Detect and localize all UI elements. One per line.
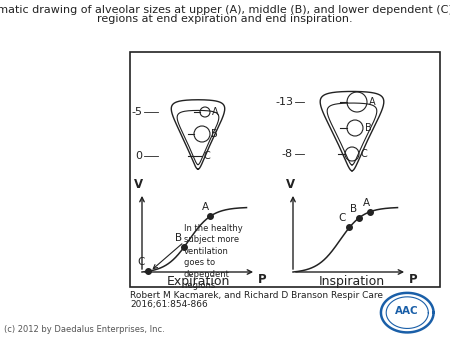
Text: A: A [202,202,210,213]
Text: P: P [258,273,266,286]
Text: C: C [360,149,367,159]
Text: 0: 0 [135,151,142,161]
Text: B: B [212,129,218,139]
Text: V: V [135,178,144,191]
Text: -8: -8 [282,149,293,159]
Text: -13: -13 [275,97,293,107]
Text: B: B [364,123,371,133]
Text: A: A [369,97,375,107]
Text: C: C [203,151,210,161]
Text: -5: -5 [131,107,142,117]
Text: Schematic drawing of alveolar sizes at upper (A), middle (B), and lower dependen: Schematic drawing of alveolar sizes at u… [0,5,450,15]
Text: 2016;61:854-866: 2016;61:854-866 [130,300,208,309]
Text: Robert M Kacmarek, and Richard D Branson Respir Care: Robert M Kacmarek, and Richard D Branson… [130,291,383,300]
Text: (c) 2012 by Daedalus Enterprises, Inc.: (c) 2012 by Daedalus Enterprises, Inc. [4,325,165,334]
Text: A: A [363,198,370,208]
Text: B: B [175,234,182,243]
Bar [130,52,440,287]
Text: regions at end expiration and end inspiration.: regions at end expiration and end inspir… [97,14,353,24]
Text: A: A [212,107,218,117]
Text: B: B [350,204,357,214]
Text: C: C [138,257,145,267]
Text: V: V [285,178,295,191]
Text: C: C [339,214,346,223]
Text: P: P [409,273,418,286]
Text: Inspiration: Inspiration [319,275,385,288]
Text: In the healthy
subject more
ventilation
goes to
dependent
regions: In the healthy subject more ventilation … [184,224,243,290]
Text: Expiration: Expiration [166,275,230,288]
Text: AAC: AAC [396,306,419,316]
